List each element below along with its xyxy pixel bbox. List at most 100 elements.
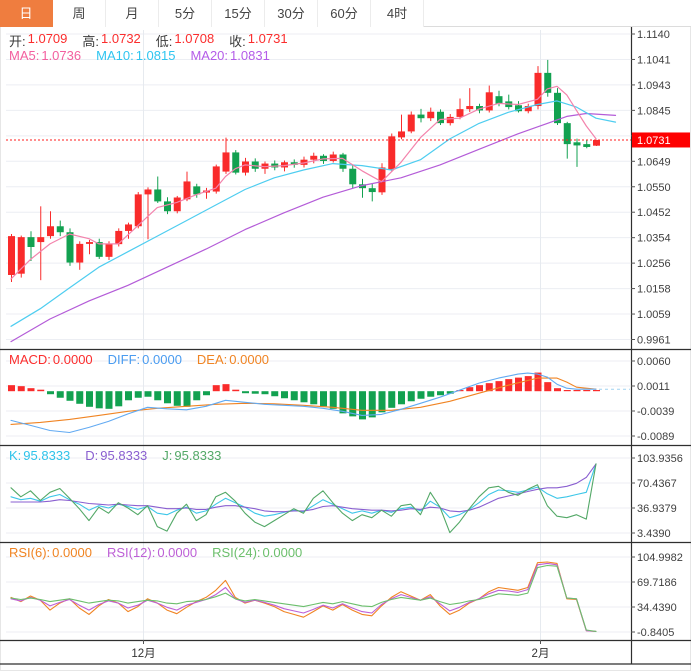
candle-body: [310, 155, 318, 160]
x-axis: 12月 2月: [131, 640, 549, 660]
macd-bar: [544, 382, 552, 392]
y-axis-label: 1.0550: [637, 182, 671, 194]
macd-bar: [47, 391, 54, 395]
macd-bar: [281, 391, 288, 399]
candle-body: [154, 189, 162, 202]
candle-body: [554, 92, 561, 124]
y-axis-label: 1.1041: [637, 54, 671, 66]
candle-body: [388, 136, 396, 170]
y-axis-label: 1.0452: [637, 207, 671, 219]
macd-bar: [232, 389, 240, 392]
y-axis-label: 1.0354: [637, 233, 671, 245]
candle-body: [76, 243, 84, 263]
macd-bar: [427, 391, 435, 397]
macd-bar: [134, 391, 142, 398]
macd-bar: [164, 391, 171, 404]
macd-bar: [261, 391, 269, 395]
candle-body: [398, 131, 405, 138]
macd-bar: [300, 391, 308, 403]
y-axis-label: 1.0649: [637, 156, 671, 168]
candle-body: [534, 72, 542, 107]
y-axis-label: -0.0039: [637, 406, 674, 418]
candle-body: [476, 106, 483, 111]
macd-bar: [378, 391, 386, 413]
candle-body: [378, 167, 386, 193]
candle-body: [125, 224, 132, 231]
y-axis-label: 0.0060: [637, 356, 671, 368]
macd-bar: [593, 390, 600, 392]
rsi-layer: [10, 561, 597, 632]
candle-body: [281, 162, 288, 168]
macd-bar: [563, 390, 571, 392]
macd-bar: [524, 376, 532, 392]
macd-bar: [485, 383, 493, 392]
candle-body: [407, 114, 415, 132]
macd-bar: [17, 386, 25, 392]
macd-bar: [203, 391, 210, 396]
candle-body: [47, 226, 54, 237]
candle-body: [222, 152, 230, 172]
tab-30min[interactable]: 30分: [265, 0, 318, 27]
macd-bar: [407, 391, 415, 402]
tab-5min[interactable]: 5分: [159, 0, 212, 27]
y-axis-label: 70.4367: [637, 478, 677, 490]
macd-bar: [515, 377, 522, 392]
macd-bar: [349, 391, 357, 417]
candle-body: [193, 186, 201, 195]
candle-body: [515, 105, 522, 112]
price-axis-tag: [632, 132, 690, 148]
candle-body: [105, 244, 113, 257]
candle-body: [37, 237, 45, 243]
candle-body: [359, 184, 366, 189]
macd-bar: [495, 381, 503, 392]
candle-body: [417, 114, 425, 119]
macd-bar: [271, 391, 279, 397]
macd-bar: [251, 391, 259, 394]
macd-bar: [359, 391, 366, 420]
candle-body: [271, 163, 279, 168]
candle-body: [466, 106, 474, 110]
y-axis-label: 104.9982: [637, 552, 683, 564]
macd-bar: [95, 391, 103, 409]
macd-bar: [125, 391, 132, 401]
candle-body: [86, 242, 93, 244]
macd-bar: [212, 385, 220, 392]
candle-body: [456, 109, 464, 117]
macd-bar: [183, 391, 191, 407]
y-axis-label: 34.4390: [637, 602, 677, 614]
last-price-marker: 1.0731: [6, 132, 690, 148]
y-axis-label: -0.0089: [637, 431, 674, 443]
tab-day[interactable]: 日: [0, 0, 53, 27]
tab-15min[interactable]: 15分: [212, 0, 265, 27]
macd-bar: [37, 389, 45, 392]
y-axis-label: 69.7186: [637, 577, 677, 589]
kdj-layer: [10, 463, 597, 534]
y-axis-label: 36.9379: [637, 503, 677, 515]
candle-body: [583, 144, 591, 147]
candle-body: [427, 111, 435, 119]
tab-week[interactable]: 周: [53, 0, 106, 27]
macd-bar: [388, 391, 396, 408]
candle-body: [524, 106, 532, 112]
candle-body: [485, 92, 493, 111]
y-axis-label: 0.9961: [637, 335, 671, 347]
macd-bar: [76, 391, 84, 404]
tab-month[interactable]: 月: [106, 0, 159, 27]
tab-4hour[interactable]: 4时: [371, 0, 424, 27]
macd-bar: [86, 391, 93, 407]
candle-body: [349, 168, 357, 185]
price-axis-tag-text: 1.0731: [637, 135, 671, 147]
candle-body: [66, 232, 74, 263]
macd-bar: [329, 391, 337, 409]
gridlines: [6, 30, 630, 640]
candle-body: [329, 154, 337, 161]
y-axis-label: 1.0943: [637, 80, 671, 92]
macd-bar: [476, 385, 483, 392]
candle-body: [593, 139, 600, 146]
candle-body: [95, 242, 103, 257]
tab-60min[interactable]: 60分: [318, 0, 371, 27]
macd-bar: [56, 391, 64, 398]
macd-bar: [105, 391, 113, 409]
